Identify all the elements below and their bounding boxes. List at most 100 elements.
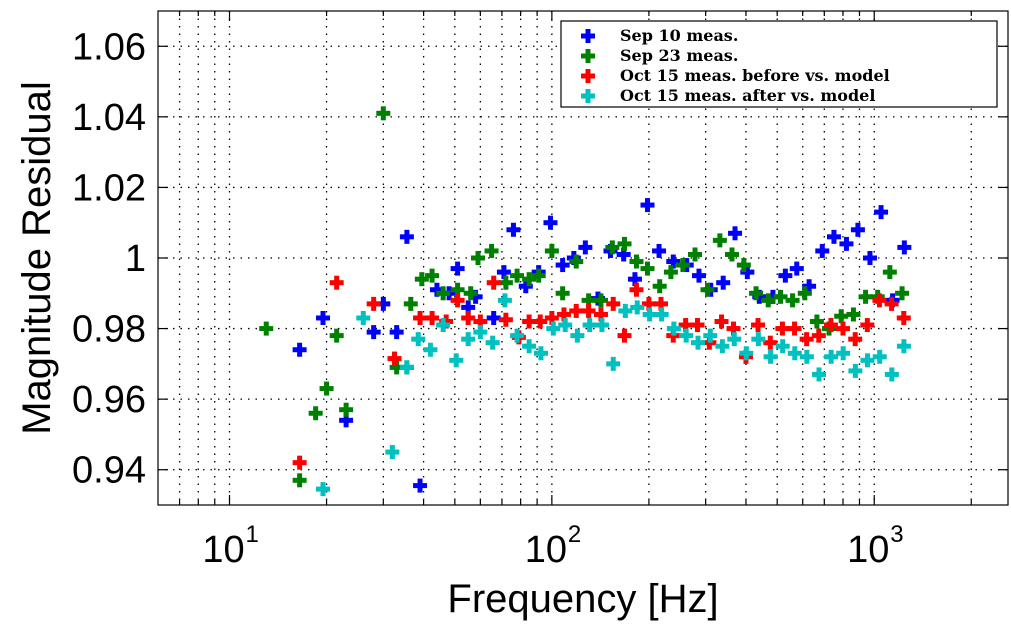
legend: Sep 10 meas.Sep 23 meas.Oct 15 meas. bef… xyxy=(560,20,998,108)
data-point xyxy=(308,406,323,421)
data-point xyxy=(578,240,593,255)
data-point xyxy=(581,293,596,308)
data-point xyxy=(522,272,537,287)
data-point xyxy=(802,279,817,294)
data-point xyxy=(376,106,391,121)
data-point xyxy=(836,346,851,361)
data-point xyxy=(366,296,381,311)
data-point xyxy=(329,328,344,343)
data-point xyxy=(616,247,631,262)
data-point xyxy=(473,325,488,340)
data-point xyxy=(749,286,764,301)
data-point xyxy=(518,279,533,294)
legend-label: Oct 15 meas. before vs. model xyxy=(620,66,890,85)
data-point xyxy=(872,293,887,308)
data-point xyxy=(411,332,426,347)
data-point xyxy=(663,265,678,280)
data-point xyxy=(486,275,501,290)
data-point xyxy=(376,296,391,311)
y-tick-label: 1 xyxy=(125,238,146,280)
data-point xyxy=(811,367,826,382)
data-point xyxy=(652,243,667,258)
data-point xyxy=(640,261,655,276)
data-point xyxy=(506,222,521,237)
data-point xyxy=(678,318,693,333)
data-point xyxy=(860,318,875,333)
data-points xyxy=(259,106,912,497)
data-point xyxy=(761,293,776,308)
data-point xyxy=(461,310,476,325)
data-point xyxy=(463,286,478,301)
data-point xyxy=(739,346,754,361)
data-point xyxy=(594,318,609,333)
series-4 xyxy=(316,293,911,497)
x-tick-base: 10 xyxy=(525,529,567,571)
data-point xyxy=(728,226,743,241)
data-point xyxy=(423,342,438,357)
data-point xyxy=(629,254,644,269)
data-point xyxy=(292,342,307,357)
data-point xyxy=(896,310,911,325)
data-point xyxy=(385,445,400,460)
data-point xyxy=(839,236,854,251)
legend-marker xyxy=(581,89,595,103)
data-point xyxy=(789,261,804,276)
data-point xyxy=(641,296,656,311)
legend-label: Sep 10 meas. xyxy=(620,26,738,45)
y-tick-label: 1.04 xyxy=(72,97,146,139)
data-point xyxy=(679,328,694,343)
data-point xyxy=(773,289,788,304)
data-point xyxy=(724,247,739,262)
data-point xyxy=(703,328,718,343)
data-point xyxy=(486,310,501,325)
y-tick-label: 1.02 xyxy=(72,167,146,209)
data-point xyxy=(555,258,570,273)
data-point xyxy=(316,482,331,497)
data-point xyxy=(763,335,778,350)
data-point xyxy=(556,307,571,322)
data-point xyxy=(787,346,802,361)
legend-marker xyxy=(581,69,595,83)
data-point xyxy=(292,455,307,470)
x-tick-exponent: 3 xyxy=(890,521,903,548)
data-point xyxy=(848,363,863,378)
data-point xyxy=(823,318,838,333)
data-point xyxy=(558,318,573,333)
data-point xyxy=(399,360,414,375)
data-point xyxy=(543,215,558,230)
data-point xyxy=(496,265,511,280)
data-point xyxy=(546,321,561,336)
legend-marker xyxy=(581,49,595,63)
data-point xyxy=(339,413,354,428)
data-point xyxy=(555,286,570,301)
data-point xyxy=(846,307,861,322)
data-point xyxy=(497,293,512,308)
data-point xyxy=(339,402,354,417)
data-point xyxy=(485,335,500,350)
data-point xyxy=(751,318,766,333)
data-point xyxy=(848,332,863,347)
data-point xyxy=(617,328,632,343)
x-tick-label: 10 1 xyxy=(202,521,258,571)
data-point xyxy=(436,318,451,333)
series-2 xyxy=(259,106,910,488)
data-point xyxy=(450,293,465,308)
x-tick-exponent: 2 xyxy=(568,521,581,548)
data-point xyxy=(429,282,444,297)
data-point xyxy=(778,268,793,283)
x-axis-label: Frequency [Hz] xyxy=(447,577,718,621)
data-point xyxy=(726,321,741,336)
legend-box xyxy=(560,20,998,108)
data-point xyxy=(763,349,778,364)
data-point xyxy=(666,328,681,343)
data-point xyxy=(413,478,428,493)
data-point xyxy=(691,268,706,283)
data-point xyxy=(468,289,483,304)
data-point xyxy=(826,229,841,244)
data-point xyxy=(531,268,546,283)
data-point xyxy=(691,335,706,350)
data-point xyxy=(785,293,800,308)
data-point xyxy=(862,251,877,265)
data-point xyxy=(824,349,839,364)
data-point xyxy=(874,205,889,220)
